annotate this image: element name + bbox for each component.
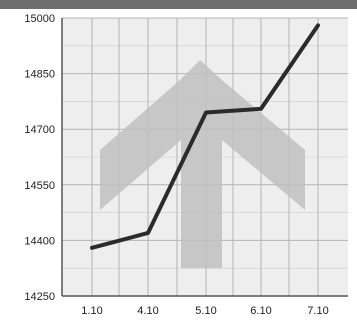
- x-tick-label: 1.10: [81, 305, 102, 317]
- y-tick-label: 14250: [24, 291, 55, 303]
- x-tick-labels: 1.10 4.10 5.10 6.10 7.10: [81, 305, 328, 317]
- y-tick-label: 15000: [24, 13, 55, 25]
- series-line: [90, 23, 320, 250]
- x-tick-label: 4.10: [137, 305, 158, 317]
- up-arrow-icon: [100, 60, 305, 268]
- y-tick-label: 14400: [24, 235, 55, 247]
- x-tick-label: 7.10: [307, 305, 328, 317]
- y-tick-label: 14850: [24, 69, 55, 81]
- y-tick-label: 14700: [24, 124, 55, 136]
- top-band: [0, 0, 357, 9]
- data-point: [90, 246, 94, 250]
- y-tick-labels: 14250 14400 14550 14700 14850 15000: [24, 13, 55, 303]
- x-tick-label: 5.10: [195, 305, 216, 317]
- data-point: [204, 111, 208, 115]
- data-point: [259, 107, 263, 111]
- y-tick-label: 14550: [24, 180, 55, 192]
- x-tick-label: 6.10: [250, 305, 271, 317]
- data-point: [146, 231, 150, 235]
- axes: [61, 18, 348, 297]
- data-point: [316, 23, 320, 27]
